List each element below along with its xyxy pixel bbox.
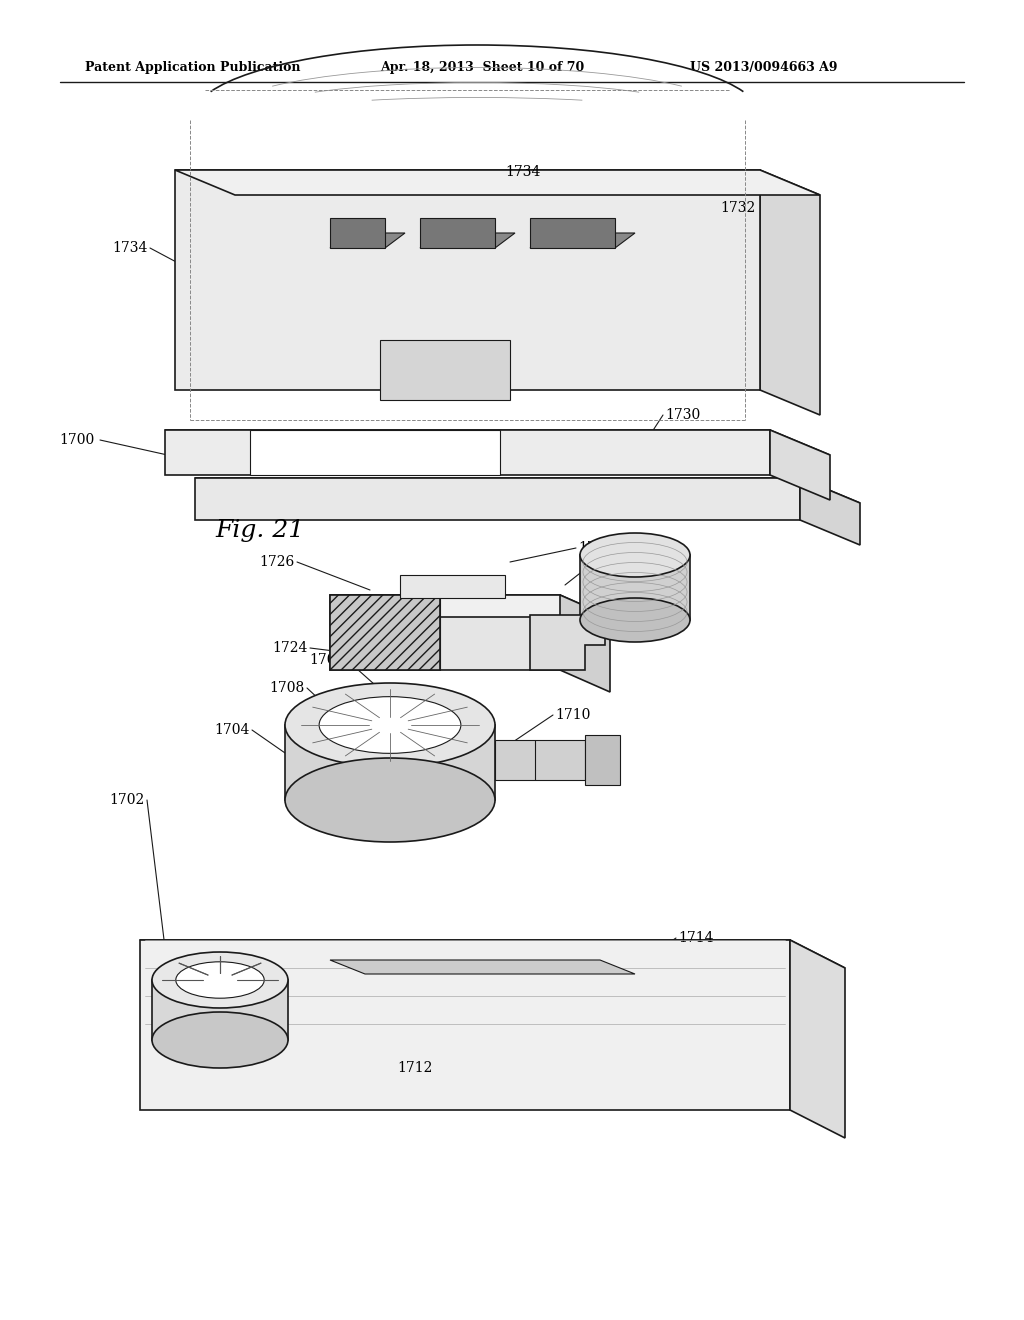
Text: US 2013/0094663 A9: US 2013/0094663 A9	[690, 62, 838, 74]
Polygon shape	[285, 725, 495, 800]
Text: 1722: 1722	[444, 605, 480, 619]
Polygon shape	[165, 430, 830, 455]
Text: 1702: 1702	[110, 793, 145, 807]
Polygon shape	[580, 554, 690, 620]
Polygon shape	[420, 234, 515, 248]
Polygon shape	[800, 478, 860, 545]
Polygon shape	[330, 218, 385, 248]
Polygon shape	[175, 170, 760, 389]
Polygon shape	[530, 218, 615, 248]
Text: 1726: 1726	[260, 554, 295, 569]
Ellipse shape	[152, 1012, 288, 1068]
Text: Fig. 21: Fig. 21	[215, 519, 304, 541]
Polygon shape	[330, 960, 635, 974]
Text: Patent Application Publication: Patent Application Publication	[85, 62, 300, 74]
Polygon shape	[140, 940, 845, 968]
Text: 1724: 1724	[578, 541, 613, 554]
Polygon shape	[195, 478, 800, 520]
Polygon shape	[400, 576, 505, 598]
Text: 1734: 1734	[505, 165, 541, 180]
Text: 1710: 1710	[555, 708, 591, 722]
Ellipse shape	[580, 598, 690, 642]
Polygon shape	[330, 595, 560, 671]
Polygon shape	[760, 170, 820, 414]
Text: 1724: 1724	[272, 642, 308, 655]
Polygon shape	[165, 430, 770, 475]
Polygon shape	[250, 430, 500, 475]
Text: 1712: 1712	[397, 1061, 433, 1074]
Text: 1714: 1714	[678, 931, 714, 945]
Ellipse shape	[580, 533, 690, 577]
Text: 1720: 1720	[595, 556, 630, 570]
Polygon shape	[560, 595, 610, 692]
Polygon shape	[530, 234, 635, 248]
Ellipse shape	[176, 962, 264, 998]
Polygon shape	[330, 595, 440, 671]
Ellipse shape	[285, 682, 495, 767]
Polygon shape	[495, 741, 585, 780]
Ellipse shape	[152, 952, 288, 1008]
Polygon shape	[330, 595, 610, 616]
Text: 1704: 1704	[215, 723, 250, 737]
Ellipse shape	[319, 697, 461, 754]
Polygon shape	[175, 170, 820, 195]
Text: Apr. 18, 2013  Sheet 10 of 70: Apr. 18, 2013 Sheet 10 of 70	[380, 62, 585, 74]
Text: 1706: 1706	[309, 653, 345, 667]
Polygon shape	[195, 478, 860, 503]
Polygon shape	[770, 430, 830, 500]
Text: 1730: 1730	[665, 408, 700, 422]
Text: 1732: 1732	[720, 201, 756, 215]
Text: 1708: 1708	[269, 681, 305, 696]
Polygon shape	[152, 979, 288, 1040]
Polygon shape	[790, 940, 845, 1138]
Ellipse shape	[285, 758, 495, 842]
Text: 1702: 1702	[648, 572, 683, 585]
Polygon shape	[330, 234, 406, 248]
Text: 1734: 1734	[113, 242, 148, 255]
Polygon shape	[380, 341, 510, 400]
Polygon shape	[140, 940, 790, 1110]
Polygon shape	[530, 615, 605, 671]
Text: 1700: 1700	[59, 433, 95, 447]
Polygon shape	[585, 735, 620, 785]
Polygon shape	[420, 218, 495, 248]
